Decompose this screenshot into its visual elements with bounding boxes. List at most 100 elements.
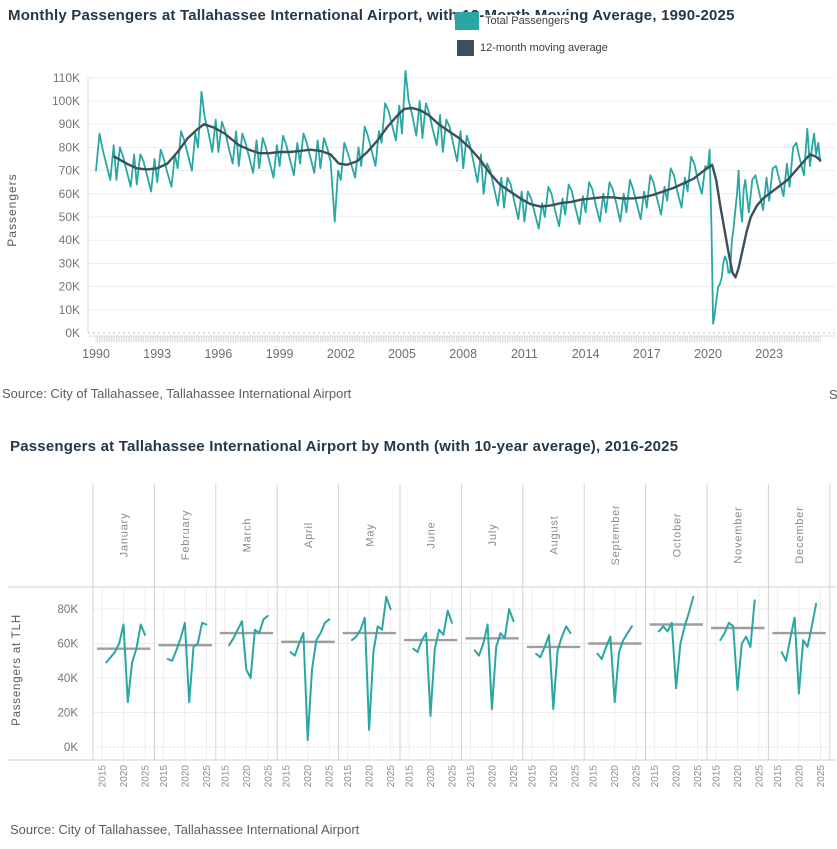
svg-text:2025: 2025 [816, 765, 827, 788]
source-note-bottom: Source: City of Tallahassee, Tallahassee… [10, 822, 360, 837]
month-line-september [596, 625, 633, 704]
svg-text:2020: 2020 [365, 765, 376, 788]
month-line-october [657, 595, 695, 690]
legend: Total Passengers 12-month moving average [455, 11, 608, 65]
svg-text:August: August [549, 515, 561, 554]
svg-text:May: May [364, 523, 376, 546]
svg-text:2025: 2025 [386, 765, 397, 788]
month-line-june [412, 609, 453, 717]
svg-text:2015: 2015 [650, 765, 661, 788]
svg-text:2025: 2025 [141, 765, 152, 788]
svg-text:70K: 70K [59, 164, 80, 178]
svg-text:20K: 20K [59, 280, 80, 294]
svg-text:0K: 0K [64, 742, 78, 754]
svg-text:2015: 2015 [282, 765, 293, 788]
clipped-text-right: S [829, 387, 837, 402]
svg-text:80K: 80K [58, 604, 79, 616]
svg-text:2011: 2011 [511, 347, 538, 361]
svg-text:2015: 2015 [220, 765, 231, 788]
moving-average-line [113, 106, 822, 279]
svg-text:Passengers: Passengers [5, 173, 19, 246]
svg-text:March: March [242, 518, 254, 553]
svg-text:30K: 30K [59, 256, 80, 270]
legend-item-total-passengers[interactable]: Total Passengers [455, 11, 608, 31]
bottom-chart-title: Passengers at Tallahassee International … [10, 438, 679, 455]
svg-text:1990: 1990 [82, 347, 110, 361]
svg-text:40K: 40K [59, 233, 80, 247]
svg-text:2025: 2025 [202, 765, 213, 788]
month-line-january [105, 623, 146, 704]
svg-text:Passengers at TLH: Passengers at TLH [11, 614, 23, 726]
svg-text:September: September [610, 504, 622, 565]
svg-text:2025: 2025 [693, 765, 704, 788]
month-line-february [166, 621, 208, 704]
svg-text:90K: 90K [59, 117, 80, 131]
svg-text:1996: 1996 [204, 347, 232, 361]
svg-text:2020: 2020 [610, 765, 621, 788]
svg-text:100K: 100K [52, 94, 80, 108]
svg-text:2025: 2025 [325, 765, 336, 788]
svg-text:November: November [733, 506, 745, 563]
svg-text:2005: 2005 [388, 347, 416, 361]
svg-text:January: January [119, 513, 131, 558]
svg-text:60K: 60K [59, 187, 80, 201]
svg-text:2020: 2020 [180, 765, 191, 788]
svg-text:2015: 2015 [712, 765, 723, 788]
svg-text:July: July [487, 524, 499, 547]
svg-text:0K: 0K [65, 326, 80, 340]
svg-text:10K: 10K [59, 303, 80, 317]
svg-text:2025: 2025 [570, 765, 581, 788]
svg-text:2017: 2017 [633, 347, 661, 361]
svg-text:2020: 2020 [487, 765, 498, 788]
svg-text:June: June [426, 521, 438, 548]
svg-text:December: December [794, 506, 806, 563]
svg-text:April: April [303, 522, 315, 548]
svg-text:1999: 1999 [266, 347, 294, 361]
svg-text:2023: 2023 [755, 347, 783, 361]
svg-text:2025: 2025 [509, 765, 520, 788]
svg-text:2020: 2020 [733, 765, 744, 788]
svg-text:2015: 2015 [343, 765, 354, 788]
svg-text:2014: 2014 [572, 347, 600, 361]
svg-text:2015: 2015 [589, 765, 600, 788]
top-chart-title: Monthly Passengers at Tallahassee Intern… [8, 7, 735, 24]
svg-text:2020: 2020 [242, 765, 253, 788]
month-line-august [535, 625, 572, 711]
svg-text:2020: 2020 [549, 765, 560, 788]
svg-text:60K: 60K [58, 639, 79, 651]
svg-text:2020: 2020 [119, 765, 130, 788]
legend-swatch-total-passengers-icon [455, 12, 479, 30]
svg-text:2025: 2025 [755, 765, 766, 788]
svg-text:40K: 40K [58, 673, 79, 685]
svg-text:20K: 20K [58, 708, 79, 720]
svg-text:2025: 2025 [263, 765, 274, 788]
source-note-top: Source: City of Tallahassee, Tallahassee… [2, 386, 352, 401]
svg-text:2020: 2020 [794, 765, 805, 788]
svg-text:2025: 2025 [448, 765, 459, 788]
legend-label-moving-average: 12-month moving average [480, 42, 608, 54]
svg-text:1993: 1993 [143, 347, 171, 361]
svg-text:2020: 2020 [426, 765, 437, 788]
svg-text:50K: 50K [59, 210, 80, 224]
month-line-march [228, 614, 269, 679]
svg-text:2020: 2020 [672, 765, 683, 788]
svg-text:110K: 110K [53, 71, 80, 85]
svg-text:2015: 2015 [405, 765, 416, 788]
svg-text:2025: 2025 [632, 765, 643, 788]
svg-text:2015: 2015 [466, 765, 477, 788]
svg-text:2020: 2020 [303, 765, 314, 788]
svg-text:2020: 2020 [694, 347, 722, 361]
bottom-chart-canvas[interactable]: 0K 20K 40K 60K 80K Passengers at TLH January 20… [0, 468, 837, 849]
total-passengers-line [95, 69, 822, 325]
legend-label-total-passengers: Total Passengers [485, 15, 570, 27]
svg-text:October: October [671, 513, 683, 558]
legend-swatch-moving-average-icon [457, 40, 474, 56]
month-line-april [289, 618, 331, 742]
month-line-november [719, 599, 756, 692]
legend-item-moving-average[interactable]: 12-month moving average [455, 38, 608, 58]
svg-text:80K: 80K [59, 140, 80, 154]
svg-text:2002: 2002 [327, 347, 355, 361]
top-chart-canvas[interactable]: 0K 10K 20K 30K 40K 50K 60K 70K 80K 90K 100K 110K 199… [0, 55, 837, 375]
svg-text:2008: 2008 [449, 347, 477, 361]
